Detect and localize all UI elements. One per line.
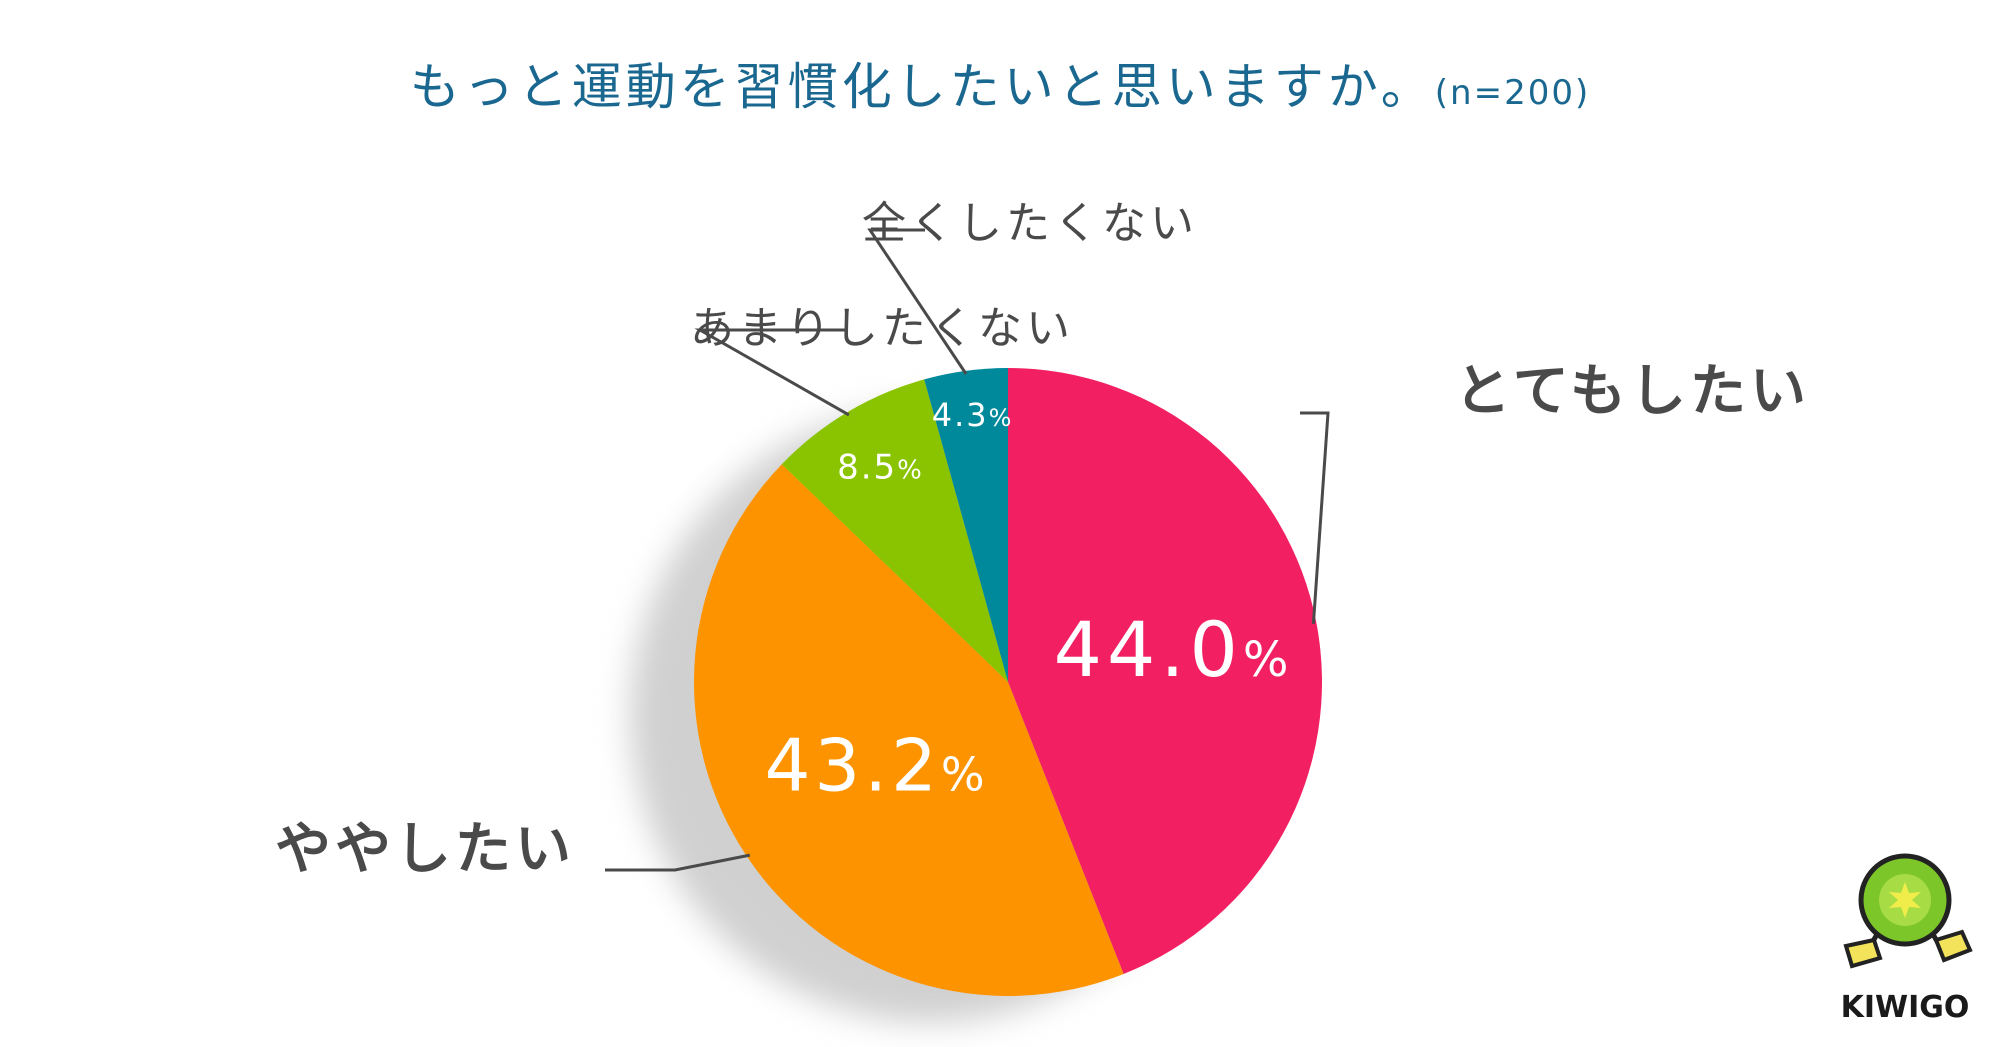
category-label: あまりしたくない (690, 303, 1074, 354)
slice-value-label: 44.0% (1054, 605, 1289, 694)
slice-value-label: 4.3% (932, 396, 1012, 434)
category-label: とてもしたい (1454, 359, 1810, 424)
category-label: ややしたい (275, 817, 575, 882)
leader-line (694, 328, 850, 417)
logo: KIWIGO (1841, 853, 1973, 1025)
leader-line (1300, 411, 1330, 624)
pie-slices (693, 368, 1322, 997)
logo-left-foot (1843, 937, 1883, 969)
leader-line (605, 853, 751, 872)
logo-right-foot (1933, 929, 1973, 963)
category-label: 全くしたくない (862, 198, 1198, 249)
pie-value-labels: 44.0% 43.2% 8.5% 4.3% (765, 396, 1289, 808)
pie-slice (1008, 368, 1322, 974)
chart-subtitle: (n=200) (1434, 73, 1591, 113)
leader-lines (605, 228, 1330, 872)
pie-slice (924, 368, 1008, 682)
logo-text: KIWIGO (1841, 990, 1970, 1025)
slice-value-label: 8.5% (837, 447, 922, 487)
chart-title: もっと運動を習慣化したいと思いますか。 (409, 58, 1435, 116)
pie-slice (693, 464, 1124, 997)
pie-slice (781, 379, 1008, 682)
logo-kiwi-seeds (1889, 882, 1921, 918)
slice-value-label: 43.2% (765, 724, 985, 808)
chart-title-block: もっと運動を習慣化したいと思いますか。(n=200) (0, 52, 2000, 128)
leader-line (867, 228, 968, 375)
